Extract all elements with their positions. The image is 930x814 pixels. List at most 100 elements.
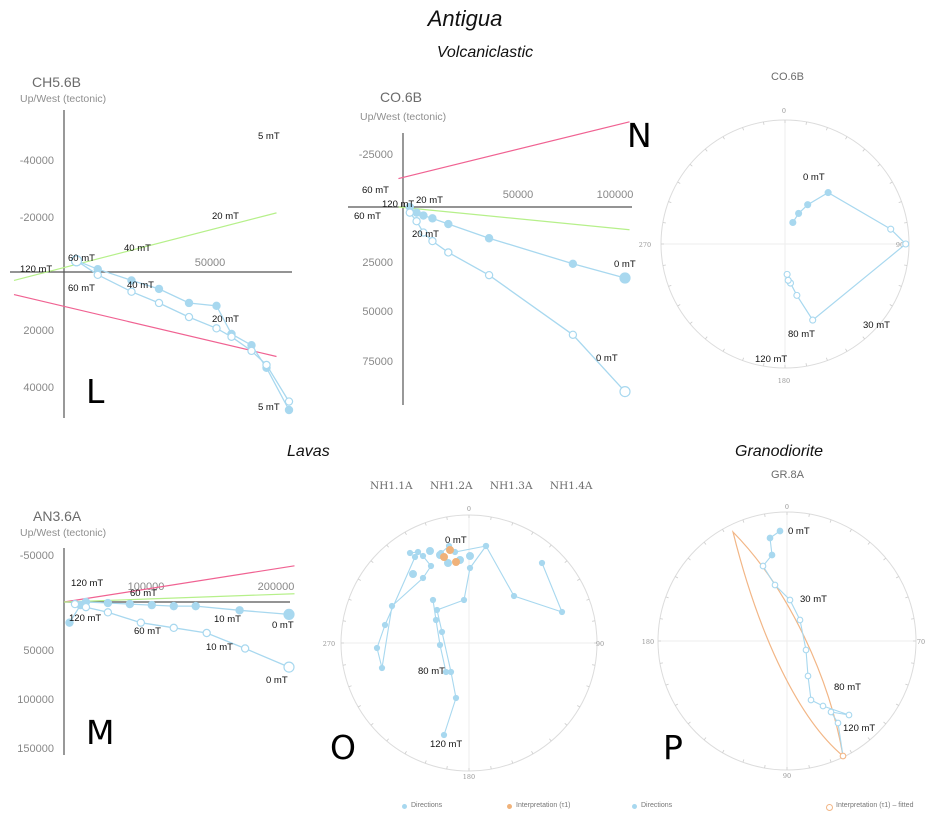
net-P-direction [766, 534, 774, 542]
step-label-L: 40 mT [124, 243, 151, 254]
horizontal-point [284, 405, 294, 415]
net-O-path [376, 551, 432, 669]
legend-dot-interpretation-1 [507, 804, 512, 809]
y-tick-label-N: 25000 [362, 257, 393, 269]
horizontal-point [125, 599, 135, 609]
legend-interpretation-1: Interpretation (τ1) [516, 802, 571, 809]
horizontal-point [484, 234, 494, 243]
net-tick [862, 336, 866, 340]
step-label-N: 20 mT [412, 229, 439, 240]
net-N-direction [887, 225, 895, 233]
net-P-step-label: 0 mT [788, 526, 810, 537]
equal-area-net-O [340, 514, 598, 772]
step-label-M: 0 mT [266, 675, 288, 686]
island-title: Antigua [427, 6, 503, 31]
net-O-path [485, 545, 563, 613]
vertical-point [202, 628, 211, 638]
net-tick [742, 759, 745, 763]
net-tick [849, 749, 852, 753]
horizontal-point [283, 608, 295, 621]
legend: Directions Interpretation (τ1) Direction… [0, 800, 930, 814]
net-O-direction [482, 542, 490, 550]
net-O-direction [381, 621, 389, 629]
net-tick [829, 759, 832, 763]
net-tick [687, 721, 691, 725]
net-tick-label: 180 [463, 773, 475, 781]
net-tick-label: 0 [467, 505, 471, 513]
net-P-direction [776, 527, 784, 535]
vertical-point [103, 608, 113, 617]
net-tick-label: 0 [785, 503, 789, 511]
y-tick-label-N: -25000 [359, 149, 393, 161]
net-O-direction [432, 616, 440, 624]
horizontal-point [184, 298, 194, 308]
net-P-direction [839, 752, 847, 760]
net-tick [659, 662, 663, 664]
net-tick [386, 738, 389, 742]
panel-N-title: CO.6B [380, 89, 423, 105]
net-N-step-label: 80 mT [788, 329, 815, 340]
net-tick-label: 270 [323, 640, 335, 648]
horizontal-point [412, 208, 421, 217]
net-tick [689, 163, 693, 167]
equal-area-net-P [657, 511, 917, 771]
panel-letter-O: O [330, 728, 356, 767]
step-label-L: 5 mT [258, 131, 280, 142]
step-label-M: 10 mT [206, 642, 233, 653]
horizontal-path-M [68, 601, 290, 624]
net-tick [404, 531, 407, 535]
panel-M-title: AN3.6A [33, 508, 82, 524]
step-label-N: 60 mT [354, 211, 381, 222]
net-tick [564, 723, 568, 726]
panel-N-subtitle: Up/West (tectonic) [360, 111, 447, 123]
vertical-point [419, 228, 428, 237]
net-tick [577, 705, 581, 708]
y-tick-label-L: 40000 [23, 382, 54, 394]
net-O-interpretation [446, 546, 454, 554]
vertical-point [247, 346, 256, 356]
vertical-point [568, 330, 578, 339]
net-tick [764, 513, 766, 517]
horizontal-point [444, 219, 453, 229]
step-label-L: 20 mT [212, 211, 239, 222]
net-N-direction [783, 270, 791, 278]
y-tick-label-L: 20000 [23, 325, 54, 337]
step-label-L: 60 mT [68, 283, 95, 294]
group-volcaniclastic-title: Volcaniclastic [436, 44, 534, 61]
horizontal-point [428, 214, 437, 223]
net-tick [905, 596, 909, 599]
horizontal-point [154, 284, 164, 294]
net-tick [911, 662, 915, 664]
panel-L-subtitle: Up/West (tectonic) [20, 93, 107, 105]
panel-letter-N: N [627, 116, 652, 155]
horizontal-point [619, 272, 631, 284]
net-tick [386, 544, 389, 548]
net-tick [446, 766, 448, 770]
legend-dot-directions-2 [632, 804, 637, 809]
net-tick [675, 576, 679, 579]
net-P-direction [819, 702, 827, 710]
net-tick [665, 683, 669, 686]
net-tick [592, 664, 596, 666]
legend-directions-1: Directions [411, 802, 443, 809]
net-N-direction [793, 291, 801, 299]
legend-interpretation-2: Interpretation (τ1) – fitted [836, 802, 914, 809]
net-tick [722, 348, 725, 352]
net-tick [424, 522, 427, 526]
net-tick [898, 285, 902, 287]
x-tick-label-N: 50000 [503, 189, 534, 201]
net-tick [889, 304, 893, 307]
net-O-direction [510, 592, 518, 600]
net-P-direction [796, 616, 804, 624]
x-tick-label-N: 100000 [597, 189, 634, 201]
step-label-N: 120 mT [382, 199, 414, 210]
net-tick [742, 519, 745, 523]
net-O-direction [388, 602, 396, 610]
horizontal-point [147, 600, 157, 610]
vertical-point [184, 312, 194, 322]
horizontal-point [169, 601, 178, 611]
net-tick [687, 557, 691, 561]
net-O-direction [466, 564, 474, 572]
net-N-direction [795, 209, 803, 217]
net-tick-label: 90 [596, 640, 604, 648]
